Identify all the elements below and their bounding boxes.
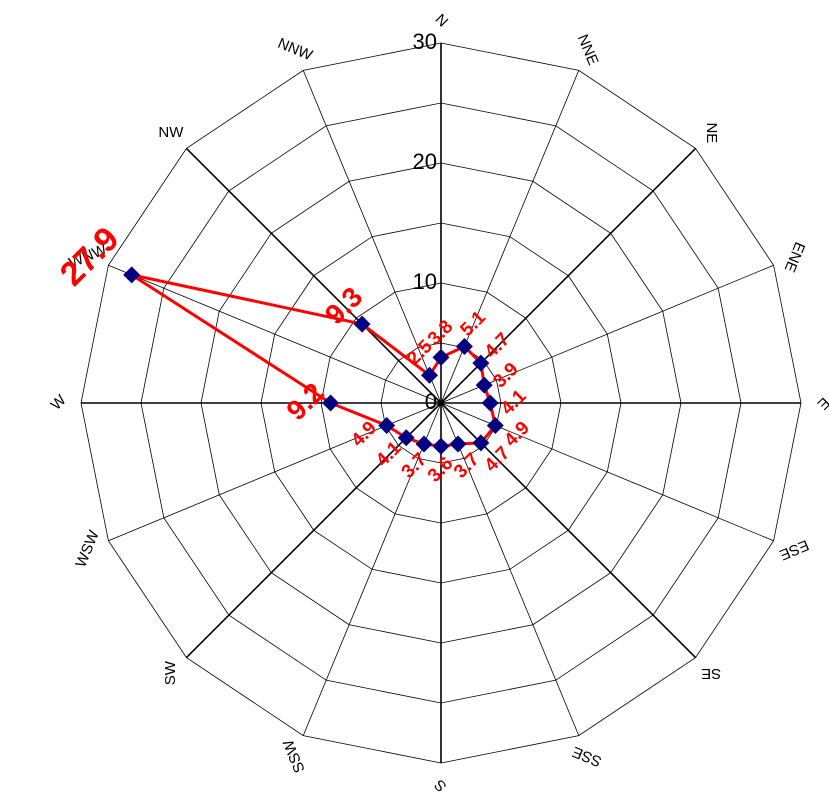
direction-label-wsw: WSW	[72, 527, 103, 570]
spoke-ene	[440, 264, 774, 404]
data-markers	[123, 266, 504, 455]
marker-e	[481, 394, 499, 412]
direction-label-sw: SW	[162, 660, 179, 685]
marker-wnw	[123, 266, 141, 284]
direction-label-e: E	[814, 394, 829, 413]
direction-label-s: S	[431, 776, 450, 795]
direction-label-nw: NW	[158, 124, 184, 141]
radial-tick-0: 0	[425, 389, 437, 414]
marker-sse	[449, 435, 467, 453]
spoke-sw	[185, 402, 442, 659]
marker-n	[432, 348, 450, 366]
marker-w	[322, 394, 340, 412]
direction-label-nne: NNE	[574, 32, 602, 68]
data-label-ese: 4.9	[500, 418, 534, 452]
direction-label-nnw: NNW	[275, 35, 315, 65]
direction-spokes	[81, 43, 801, 763]
marker-ese	[486, 417, 504, 434]
marker-nw	[353, 315, 371, 333]
radial-tick-10: 10	[413, 269, 437, 294]
direction-label-se: SE	[701, 665, 721, 682]
marker-ne	[472, 354, 490, 372]
direction-label-ene: ENE	[781, 240, 809, 275]
data-label-w: 9.2	[280, 377, 329, 426]
radial-tick-20: 20	[413, 149, 437, 174]
marker-ene	[475, 376, 493, 394]
marker-s	[432, 437, 450, 455]
spoke-wnw	[108, 264, 442, 404]
data-label-nne: 5.1	[456, 307, 490, 341]
marker-sw	[397, 429, 415, 447]
spoke-nne	[440, 70, 580, 404]
marker-nnw	[421, 366, 439, 384]
radial-tick-labels: 0 10 20 30	[413, 29, 437, 414]
spoke-ssw	[302, 402, 442, 736]
marker-nne	[455, 337, 473, 355]
marker-wsw	[378, 417, 396, 434]
direction-label-ese: ESE	[777, 536, 811, 563]
data-label-ene: 3.9	[489, 359, 523, 393]
direction-label-ssw: SSW	[280, 736, 309, 775]
spoke-nw	[185, 147, 442, 404]
spoke-sse	[440, 402, 580, 736]
spoke-nnw	[302, 70, 442, 404]
radial-tick-30: 30	[413, 29, 437, 54]
marker-ssw	[415, 435, 433, 453]
direction-label-ne: NE	[703, 122, 720, 143]
data-label-s: 3.6	[424, 453, 458, 487]
data-label-wnw: 27.9	[53, 220, 127, 294]
direction-label-w: W	[48, 391, 71, 414]
direction-label-n: N	[432, 11, 452, 31]
direction-label-sse: SSE	[570, 743, 604, 770]
marker-se	[472, 434, 490, 452]
